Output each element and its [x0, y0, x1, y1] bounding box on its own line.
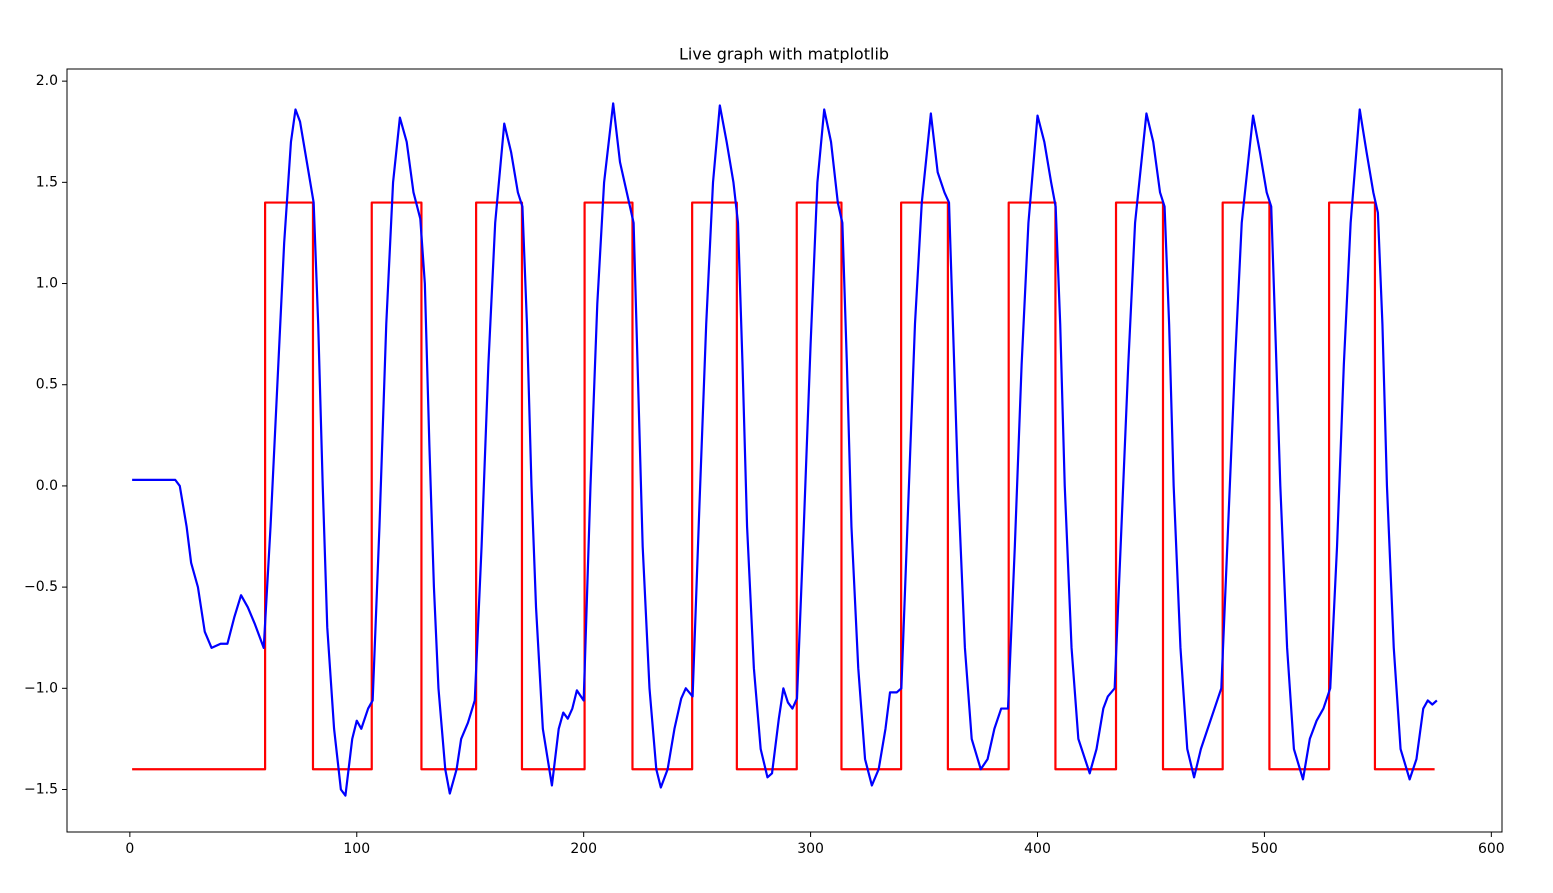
plot-frame — [66, 68, 1503, 833]
y-tick-label: 2.0 — [36, 73, 58, 89]
x-tick-label: 200 — [570, 841, 597, 857]
y-tick-label: −1.0 — [24, 680, 58, 696]
y-tick-label: 1.5 — [36, 174, 58, 190]
y-tick-label: −1.5 — [24, 781, 58, 797]
line-series — [132, 201, 1435, 771]
chart-title: Live graph with matplotlib — [679, 45, 889, 64]
y-tick-label: 1.0 — [36, 276, 58, 292]
x-tick-label: 400 — [1024, 841, 1051, 857]
x-tick-label: 600 — [1478, 841, 1505, 857]
line-series — [132, 102, 1438, 797]
y-tick-label: 0.0 — [36, 478, 58, 494]
x-tick-label: 0 — [125, 841, 134, 857]
x-tick-label: 300 — [797, 841, 824, 857]
x-tick-label: 100 — [343, 841, 370, 857]
y-tick-label: 0.5 — [36, 377, 58, 393]
y-tick-label: −0.5 — [24, 579, 58, 595]
x-tick-label: 500 — [1251, 841, 1278, 857]
